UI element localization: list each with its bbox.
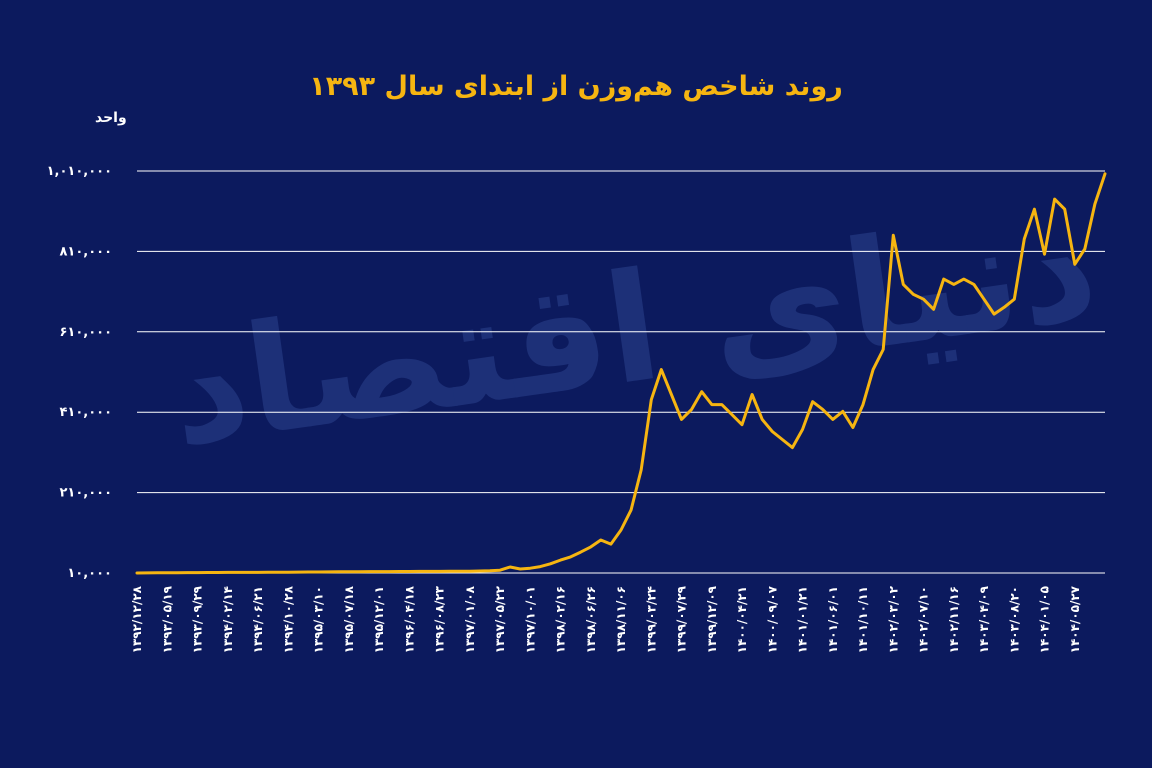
watermark: دنیای اقتصاد <box>159 178 1107 480</box>
x-tick-label: ۱۳۹۵/۰۷/۱۸ <box>342 585 356 653</box>
x-tick-label: ۱۳۹۴/۱۰/۲۸ <box>281 585 295 653</box>
x-tick-label: ۱۴۰۲/۰۷/۱۰ <box>917 586 931 653</box>
x-tick-label: ۱۴۰۱/۰۱/۲۱ <box>796 586 810 653</box>
x-tick-label: ۱۳۹۵/۰۳/۱۰ <box>312 586 326 653</box>
x-tick-label: ۱۴۰۳/۰۴/۰۹ <box>977 585 991 653</box>
x-tick-label: ۱۳۹۹/۱۲/۰۹ <box>705 585 719 653</box>
x-tick-label: ۱۳۹۹/۰۷/۲۹ <box>675 585 689 653</box>
x-tick-label: ۱۳۹۵/۱۲/۰۱ <box>372 586 386 653</box>
x-tick-label: ۱۳۹۲/۱۲/۲۸ <box>130 585 144 653</box>
x-tick-label: ۱۳۹۴/۰۲/۱۴ <box>221 586 235 653</box>
x-tick-label: ۱۳۹۸/۱۱/۰۶ <box>614 586 628 653</box>
x-tick-label: ۱۳۹۶/۰۴/۱۸ <box>402 585 416 653</box>
y-tick-label: ۱,۰۱۰,۰۰۰ <box>47 164 112 179</box>
x-tick-label: ۱۳۹۳/۰۵/۱۹ <box>160 585 174 653</box>
y-tick-label: ۲۱۰,۰۰۰ <box>59 486 112 501</box>
x-tick-label: ۱۳۹۴/۰۶/۲۱ <box>251 586 265 653</box>
y-tick-label: ۸۱۰,۰۰۰ <box>59 244 112 259</box>
x-tick-label: ۱۴۰۴/۰۱/۰۵ <box>1038 586 1052 653</box>
x-tick-label: ۱۴۰۴/۰۵/۲۷ <box>1068 585 1082 653</box>
x-tick-label: ۱۴۰۱/۰۶/۰۱ <box>826 586 840 653</box>
x-tick-label: ۱۴۰۳/۰۸/۲۰ <box>1007 586 1021 653</box>
y-axis-label: واحد <box>95 110 127 126</box>
x-tick-label: ۱۴۰۱/۱۰/۱۱ <box>856 586 870 653</box>
x-tick-label: ۱۳۹۷/۰۱/۰۸ <box>463 585 477 653</box>
y-tick-label: ۶۱۰,۰۰۰ <box>59 325 112 340</box>
x-tick-label: ۱۳۹۷/۰۵/۲۲ <box>493 585 507 653</box>
x-tick-label: ۱۳۹۸/۰۶/۲۶ <box>584 586 598 653</box>
x-tick-label: ۱۳۹۶/۰۸/۲۳ <box>433 585 447 653</box>
x-tick-label: ۱۴۰۰/۰۴/۲۱ <box>735 586 749 653</box>
x-tick-label: ۱۴۰۲/۱۱/۱۶ <box>947 586 961 653</box>
chart-title: روند شاخص هم‌وزن از ابتدای سال ۱۳۹۳ <box>309 71 843 102</box>
x-tick-label: ۱۳۹۷/۱۰/۰۱ <box>523 586 537 653</box>
series-line <box>135 172 1107 575</box>
y-tick-label: ۱۰,۰۰۰ <box>67 566 112 581</box>
x-tick-label: ۱۳۹۳/۰۹/۲۹ <box>191 585 205 653</box>
y-tick-label: ۴۱۰,۰۰۰ <box>59 405 112 420</box>
x-tick-label: ۱۳۹۹/۰۳/۲۴ <box>644 586 658 653</box>
x-tick-label: ۱۳۹۸/۰۲/۱۶ <box>554 586 568 653</box>
x-tick-label: ۱۴۰۰/۰۹/۰۷ <box>765 585 779 653</box>
x-tick-label: ۱۴۰۲/۰۳/۰۲ <box>886 585 900 653</box>
